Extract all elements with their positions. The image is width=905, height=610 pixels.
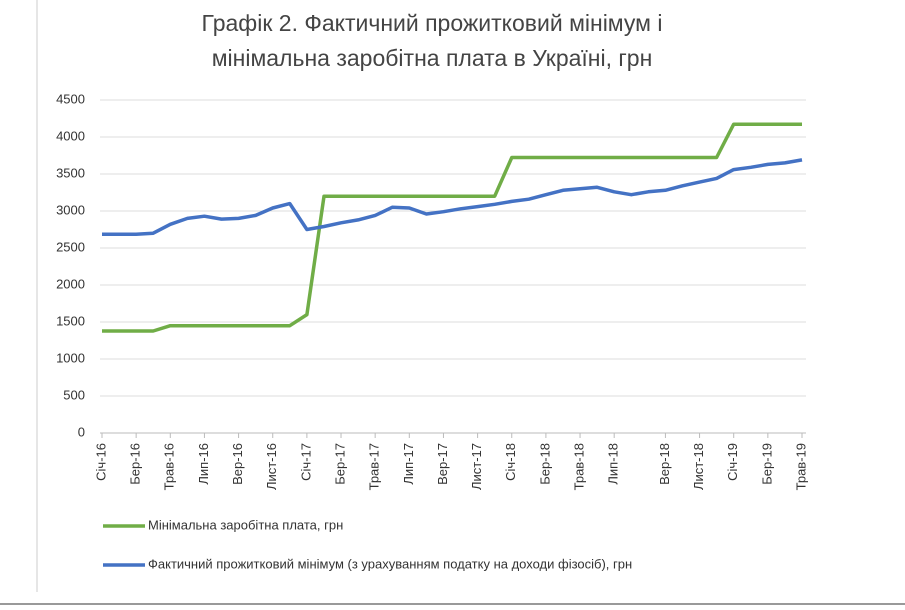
x-tick-label: Трав-17 bbox=[367, 443, 382, 490]
y-tick-label: 4000 bbox=[56, 128, 85, 143]
x-tick-label: Січ-17 bbox=[298, 443, 313, 481]
x-tick-label: Трав-18 bbox=[571, 443, 586, 490]
x-tick-label: Вер-18 bbox=[657, 443, 672, 485]
y-tick-label: 3500 bbox=[56, 165, 85, 180]
x-tick-label: Лип-16 bbox=[196, 443, 211, 485]
y-tick-label: 500 bbox=[63, 387, 85, 402]
x-tick-label: Бер-16 bbox=[128, 443, 143, 485]
x-tick-label: Лист-18 bbox=[691, 443, 706, 490]
legend-label: Мінімальна заробітна плата, грн bbox=[148, 517, 343, 532]
y-tick-label: 3000 bbox=[56, 202, 85, 217]
x-tick-label: Бер-19 bbox=[759, 443, 774, 485]
chart-title: Графік 2. Фактичний прожитковий мінімум … bbox=[202, 10, 663, 36]
y-tick-label: 1000 bbox=[56, 350, 85, 365]
chart-title: мінімальна заробітна плата в Україні, гр… bbox=[212, 45, 653, 71]
y-tick-label: 0 bbox=[78, 424, 85, 439]
x-tick-label: Січ-18 bbox=[503, 443, 518, 481]
legend-label: Фактичний прожитковий мінімум (з урахува… bbox=[148, 556, 632, 571]
x-tick-label: Трав-16 bbox=[162, 443, 177, 490]
x-tick-label: Бер-18 bbox=[537, 443, 552, 485]
y-tick-label: 4500 bbox=[56, 91, 85, 106]
x-tick-label: Лист-17 bbox=[469, 443, 484, 490]
x-tick-label: Вер-17 bbox=[435, 443, 450, 485]
x-tick-label: Січ-16 bbox=[93, 443, 108, 481]
series-line bbox=[102, 122, 802, 333]
x-tick-label: Січ-19 bbox=[725, 443, 740, 481]
x-tick-label: Вер-16 bbox=[230, 443, 245, 485]
y-tick-label: 2500 bbox=[56, 239, 85, 254]
x-tick-label: Лип-17 bbox=[401, 443, 416, 485]
x-tick-label: Лист-16 bbox=[264, 443, 279, 490]
x-tick-label: Бер-17 bbox=[332, 443, 347, 485]
x-tick-label: Трав-19 bbox=[793, 443, 808, 490]
x-tick-label: Лип-18 bbox=[606, 443, 621, 485]
series-line bbox=[102, 158, 803, 237]
y-tick-label: 1500 bbox=[56, 313, 85, 328]
y-tick-label: 2000 bbox=[56, 276, 85, 291]
